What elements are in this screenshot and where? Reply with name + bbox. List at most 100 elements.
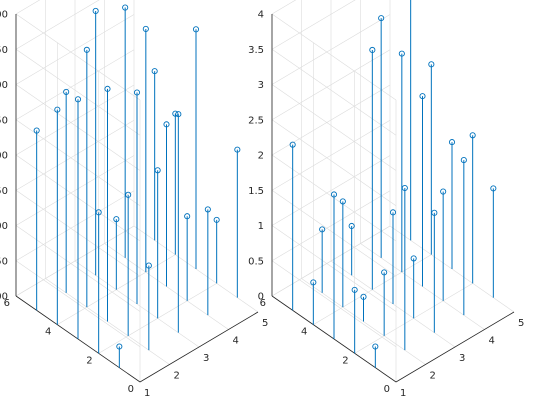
stem-marker [145,262,152,269]
y-tick-label: 2 [86,355,92,366]
y-tick-label: 6 [260,298,266,309]
y-tick-label: 2 [342,355,348,366]
stem-marker [172,110,179,117]
stem-marker [410,255,417,262]
grid-line [15,84,135,156]
grid-line [271,49,397,136]
stem-marker [151,68,158,75]
z-tick-label: $2.50 [0,115,8,126]
stem-marker [83,46,90,53]
stem-marker [389,209,397,216]
stem-marker [92,7,99,15]
stem-marker [378,15,385,22]
x-tick-label: 3 [203,353,209,364]
stem-marker [95,209,102,216]
stem-marker [360,293,367,300]
stem-marker [63,88,70,95]
stem-marker [460,157,467,164]
y-tick-label: 0 [128,384,134,395]
z-tick-label: 2 [258,151,264,162]
stem-marker [372,343,379,350]
grid-line [15,49,141,136]
stem-marker [448,139,456,146]
stem-marker [104,85,111,92]
stem-marker [319,226,326,233]
z-tick-label: 4 [258,10,264,21]
stem-marker [54,106,61,113]
y-tick-label: 6 [4,298,10,309]
z-tick-label: 0 [258,292,264,303]
z-tick-label: $0.50 [0,256,8,267]
stem-marker [440,188,447,195]
z-tick-label: $0.00 [0,292,8,303]
x-tick-label: 1 [144,388,150,399]
stem-marker [351,286,358,293]
x-tick-label: 5 [518,318,524,329]
stem-marker [310,279,317,286]
grid-line [15,0,41,15]
z-tick-label: $4.00 [0,10,8,21]
grid-line [271,13,397,101]
x-tick-label: 2 [174,371,180,382]
z-tick-label: $3.50 [0,45,8,56]
stem-marker [490,185,497,192]
grid-line [271,0,297,15]
stem-marker [116,343,123,350]
x-tick-label: 4 [233,336,239,347]
x-tick-label: 4 [489,336,495,347]
grid-line [271,119,397,206]
x-tick-label: 1 [400,388,406,399]
stem-marker [163,121,170,128]
z-tick-label: 3 [258,80,264,91]
grid-line [271,84,397,171]
stem-marker [154,167,161,174]
x-tick-label: 5 [262,318,268,329]
x-tick-label: 3 [459,353,465,364]
stem-marker [184,213,191,220]
grid-line [271,49,391,121]
stem-marker [74,96,82,103]
stem-marker [133,89,141,96]
stem-marker [125,191,132,198]
stem-marker [204,206,211,213]
stem-marker [381,269,388,276]
stem-marker [369,46,376,54]
grid-line [15,13,141,101]
x-axis-line [139,311,259,383]
z-tick-label: 1 [258,221,264,232]
grid-line [15,190,135,262]
grid-line [271,190,391,262]
z-tick-label: 3.5 [248,45,264,56]
stem-marker [33,127,40,134]
grid-line [15,119,135,191]
stem-marker [401,184,408,192]
grid-line [271,119,391,191]
stem-marker [428,61,435,68]
grid-line [15,0,100,50]
stem-marker [330,191,338,198]
z-tick-label: 2.5 [248,115,264,126]
grid-line [271,155,391,226]
z-tick-label: $1.00 [0,221,8,232]
stem-marker [289,141,296,148]
stem-marker [142,25,149,32]
stem-marker [419,93,426,100]
z-tick-label: $3.00 [0,80,8,91]
stem-marker [431,209,438,216]
stem-marker [339,198,346,205]
stem-marker [175,111,182,118]
grid-line [271,0,356,50]
y-tick-label: 0 [384,384,390,395]
z-tick-label: $2.00 [0,151,8,162]
stem-marker [213,216,220,223]
grid-line [15,155,135,226]
grid-line [271,14,391,85]
stem-marker [192,26,200,33]
stem-marker [234,146,241,153]
x-axis-line [395,311,515,383]
y-tick-label: 4 [45,327,51,338]
stem-marker [398,50,405,57]
stem-marker [469,132,476,139]
z-tick-label: 1.5 [248,186,264,197]
